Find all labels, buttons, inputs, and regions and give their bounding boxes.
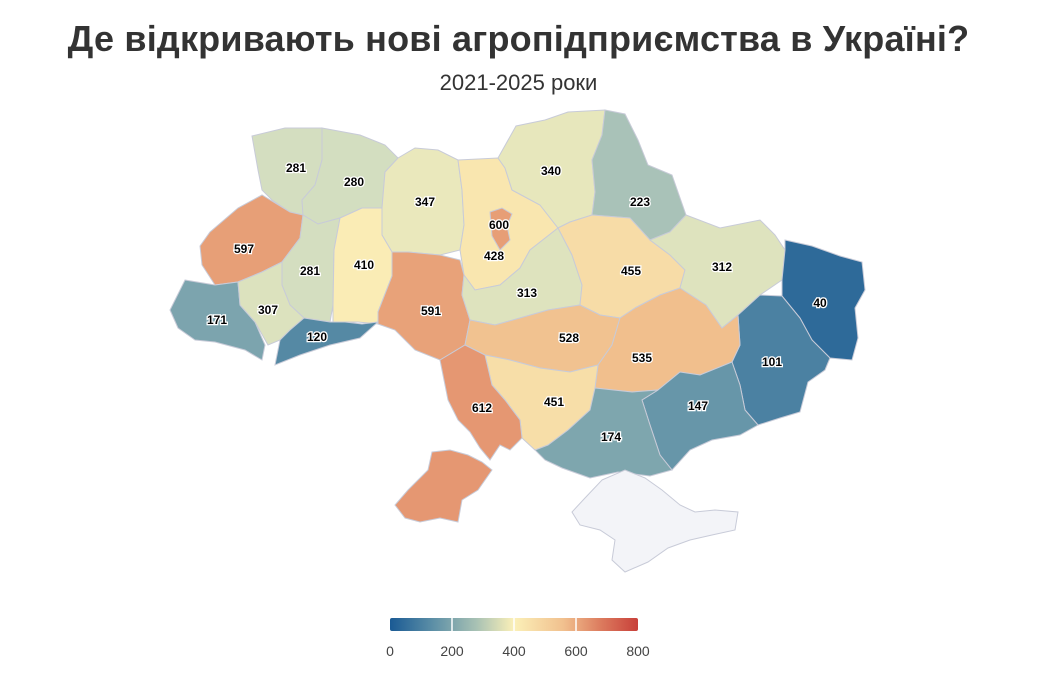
region-luhansk[interactable] <box>781 239 866 361</box>
region-labels-layer: 281 280 347 600 428 340 223 597 281 410 … <box>206 160 829 446</box>
region-label-donetsk: 101 <box>762 355 782 369</box>
region-crimea[interactable] <box>571 469 739 573</box>
legend-ticks: 0 200 400 600 800 <box>386 618 650 659</box>
region-label-sumy: 223 <box>630 195 650 209</box>
chart-title: Де відкривають нові агропідприємства в У… <box>67 18 970 59</box>
region-label-zhytomyr: 347 <box>415 195 435 209</box>
region-label-kirovohrad: 528 <box>559 331 579 345</box>
region-label-rivne: 280 <box>344 175 364 189</box>
region-label-zakarpattia: 171 <box>207 313 227 327</box>
region-label-chernihiv: 340 <box>541 164 561 178</box>
region-label-vinnytsia: 591 <box>421 304 441 318</box>
region-label-lviv: 597 <box>234 242 254 256</box>
region-label-ternopil: 281 <box>300 264 320 278</box>
legend-tick-label: 0 <box>386 643 394 659</box>
region-label-kyiv-city: 600 <box>489 218 509 232</box>
regions-layer <box>169 109 866 573</box>
region-odesa-south[interactable] <box>394 449 493 523</box>
legend-tick-label: 800 <box>626 643 650 659</box>
legend-tick-label: 200 <box>440 643 464 659</box>
region-label-zaporizhzhia: 147 <box>688 399 708 413</box>
region-label-kharkiv: 312 <box>712 260 732 274</box>
region-chernivtsi[interactable] <box>274 317 380 366</box>
region-kherson[interactable] <box>534 387 673 479</box>
legend-tick-label: 400 <box>502 643 526 659</box>
region-label-chernivtsi: 120 <box>307 330 327 344</box>
region-label-volyn: 281 <box>286 161 306 175</box>
region-label-kyiv-oblast: 428 <box>484 249 504 263</box>
region-label-ivano-frankivsk: 307 <box>258 303 278 317</box>
color-legend: 0 200 400 600 800 <box>386 618 650 659</box>
region-label-luhansk: 40 <box>813 296 827 310</box>
region-odesa-north[interactable] <box>439 344 523 461</box>
chart-subtitle: 2021-2025 роки <box>439 70 598 95</box>
region-kyiv-city[interactable] <box>489 207 513 251</box>
region-kharkiv[interactable] <box>648 214 786 329</box>
region-label-khmelnytskyi: 410 <box>354 258 374 272</box>
legend-tick-label: 600 <box>564 643 588 659</box>
region-label-kherson: 174 <box>601 430 621 444</box>
region-label-dnipropetrovsk: 535 <box>632 351 652 365</box>
region-label-mykolaiv: 451 <box>544 395 564 409</box>
region-label-poltava: 455 <box>621 264 641 278</box>
region-label-odesa: 612 <box>472 401 492 415</box>
region-label-cherkasy: 313 <box>517 286 537 300</box>
